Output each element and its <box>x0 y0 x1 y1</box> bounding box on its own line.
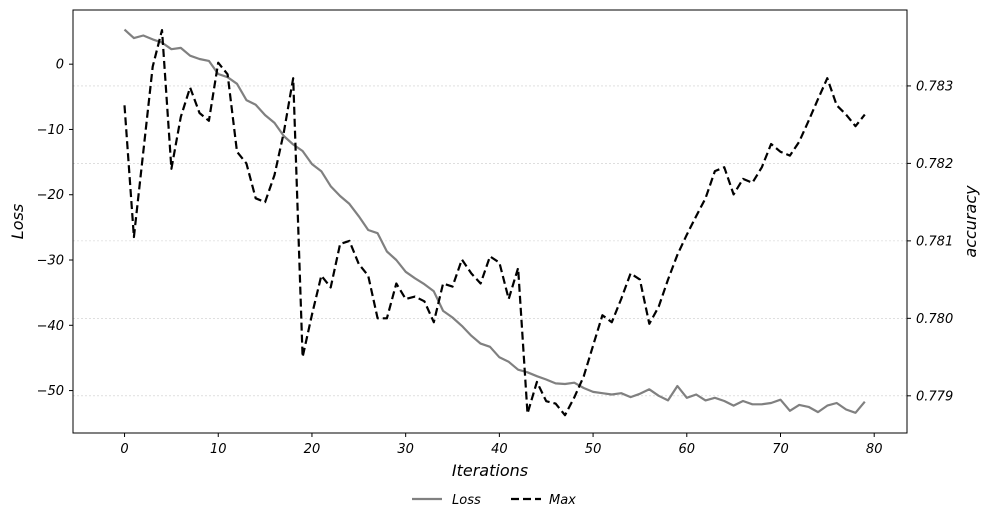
grid-layer <box>73 85 907 397</box>
x-tick-label: 80 <box>866 442 883 457</box>
y-left-tick-label: 0 <box>56 58 64 73</box>
y-left-tick-label: −20 <box>37 188 64 203</box>
y-right-axis-label: accuracy <box>961 185 980 258</box>
y-left-tick-label: −50 <box>37 384 64 399</box>
x-tick-label: 20 <box>304 442 321 457</box>
x-tick-label: 0 <box>120 442 128 457</box>
series-line-loss <box>123 28 866 414</box>
legend-label-max: Max <box>549 493 576 508</box>
x-tick-label: 30 <box>397 442 414 457</box>
legend-label-loss: Loss <box>452 493 481 508</box>
series-layer <box>123 28 866 417</box>
x-tick-label: 50 <box>585 442 602 457</box>
series-line-max <box>123 29 866 417</box>
y-right-tick-label: 0.779 <box>916 389 953 404</box>
plot-frame <box>72 9 908 434</box>
tick-layer: 0 10 20 30 40 50 60 70 80 0 −10 −20 −30 −40 −50 0.779 0.… <box>37 58 954 457</box>
y-left-tick-label: −30 <box>37 254 64 269</box>
y-left-tick-label: −10 <box>37 123 64 138</box>
y-left-axis-label: Loss <box>8 204 27 239</box>
x-tick-label: 40 <box>491 442 508 457</box>
y-right-tick-label: 0.780 <box>916 312 953 327</box>
x-tick-label: 70 <box>772 442 789 457</box>
y-right-tick-label: 0.783 <box>916 79 953 94</box>
y-right-tick-label: 0.781 <box>916 234 953 249</box>
legend: Loss Max <box>412 493 576 508</box>
x-axis-label: Iterations <box>452 461 528 480</box>
x-tick-label: 60 <box>679 442 696 457</box>
x-tick-label: 10 <box>210 442 227 457</box>
y-right-tick-label: 0.782 <box>916 157 953 172</box>
y-left-tick-label: −40 <box>37 319 64 334</box>
